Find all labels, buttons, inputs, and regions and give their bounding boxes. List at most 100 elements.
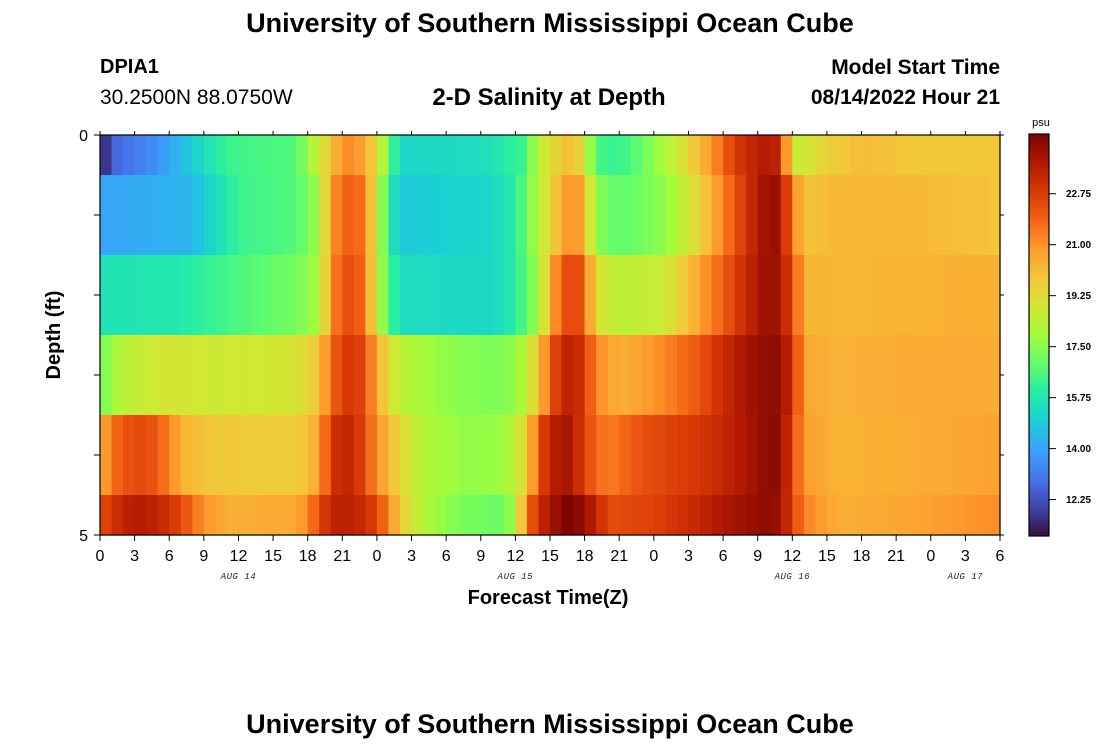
heatmap-cell [723,335,736,416]
heatmap-cell [746,335,759,416]
heatmap-cell [330,255,343,336]
heatmap-cell [146,495,159,536]
heatmap-cell [561,135,574,176]
heatmap-cell [930,135,943,176]
heatmap-cell [273,415,286,496]
heatmap-cell [353,335,366,416]
heatmap-cell [203,135,216,176]
heatmap-cell [538,335,551,416]
heatmap-cell [203,255,216,336]
heatmap-cell [203,175,216,256]
heatmap-cell [492,495,505,536]
heatmap-cell [815,415,828,496]
heatmap-cell [976,175,990,256]
heatmap-cell [238,175,251,256]
heatmap-cell [423,495,436,536]
heatmap-cell [457,255,470,336]
heatmap-cell [342,495,355,536]
heatmap-cell [769,495,782,536]
x-tick-label: 0 [372,548,381,565]
heatmap-cell [596,255,609,336]
heatmap-cell [619,135,632,176]
heatmap-cell [976,495,990,536]
heatmap-cell [376,255,390,336]
heatmap-cell [861,415,874,496]
heatmap-cell [353,255,366,336]
heatmap-cell [434,175,447,256]
heatmap-cell [792,415,805,496]
heatmap-cell [307,255,320,336]
heatmap-cell [469,495,482,536]
heatmap-cell [342,335,355,416]
heatmap-cell [423,255,436,336]
heatmap-cell [100,335,113,416]
x-tick-label: 21 [333,548,351,565]
heatmap-cell [850,495,863,536]
heatmap-cell [515,495,528,536]
heatmap-cell [700,175,713,256]
heatmap-cell [838,495,851,536]
heatmap-cell [815,335,828,416]
heatmap-cell [942,135,955,176]
heatmap-cell [423,135,436,176]
heatmap-cell [307,335,320,416]
heatmap-cell [434,255,447,336]
heatmap-cell [584,335,597,416]
heatmap-cell [988,175,1001,256]
heatmap-cell [976,255,990,336]
heatmap-cell [676,135,690,176]
heatmap-cell [884,135,897,176]
heatmap-cell [111,135,124,176]
heatmap-cell [492,135,505,176]
heatmap-cell [953,415,966,496]
heatmap-cell [861,175,874,256]
heatmap-cell [330,135,343,176]
heatmap-cell [584,135,597,176]
heatmap-cell [157,175,170,256]
heatmap-cell [169,135,182,176]
colorbar-scale [1028,133,1050,537]
heatmap-cell [584,415,597,496]
heatmap-cell [919,255,932,336]
heatmap-cell [596,335,609,416]
heatmap-cell [561,255,574,336]
heatmap-cell [434,335,447,416]
heatmap-cell [515,135,528,176]
model-start-value: 08/14/2022 Hour 21 [810,86,1000,109]
heatmap-cell [734,415,747,496]
heatmap-cell [261,335,274,416]
station-coordinates: 30.2500N 88.0750W [100,86,293,109]
heatmap-cell [157,135,170,176]
heatmap-cell [492,335,505,416]
heatmap-cell [953,175,966,256]
heatmap-cell [307,135,320,176]
heatmap-cell [446,175,459,256]
heatmap-cell [434,495,447,536]
heatmap-cell [988,255,1001,336]
colorbar: psu 12.25 14.00 15.75 17.50 19.25 21.00 22.75 [1028,117,1091,537]
heatmap-cell [676,255,690,336]
heatmap-cell [642,175,655,256]
chart-subtitle: 2-D Salinity at Depth [432,84,666,111]
heatmap-cell [446,495,459,536]
heatmap-cell [284,415,297,496]
heatmap-cell [907,135,920,176]
heatmap-cell [192,335,205,416]
heatmap-cell [550,495,563,536]
heatmap-cell [803,335,816,416]
heatmap-cell [146,415,159,496]
heatmap-cell [930,255,943,336]
heatmap-cell [100,175,113,256]
heatmap-cell [873,255,886,336]
heatmap-cell [273,335,286,416]
heatmap-cell [192,175,205,256]
heatmap-cell [353,495,366,536]
heatmap-cell [180,415,193,496]
heatmap-cell [203,415,216,496]
heatmap-cell [896,135,909,176]
heatmap-cell [376,335,390,416]
heatmap-cell [400,175,413,256]
colorbar-tick-label: 21.00 [1066,240,1091,251]
heatmap-cell [746,175,759,256]
heatmap-cell [711,415,724,496]
